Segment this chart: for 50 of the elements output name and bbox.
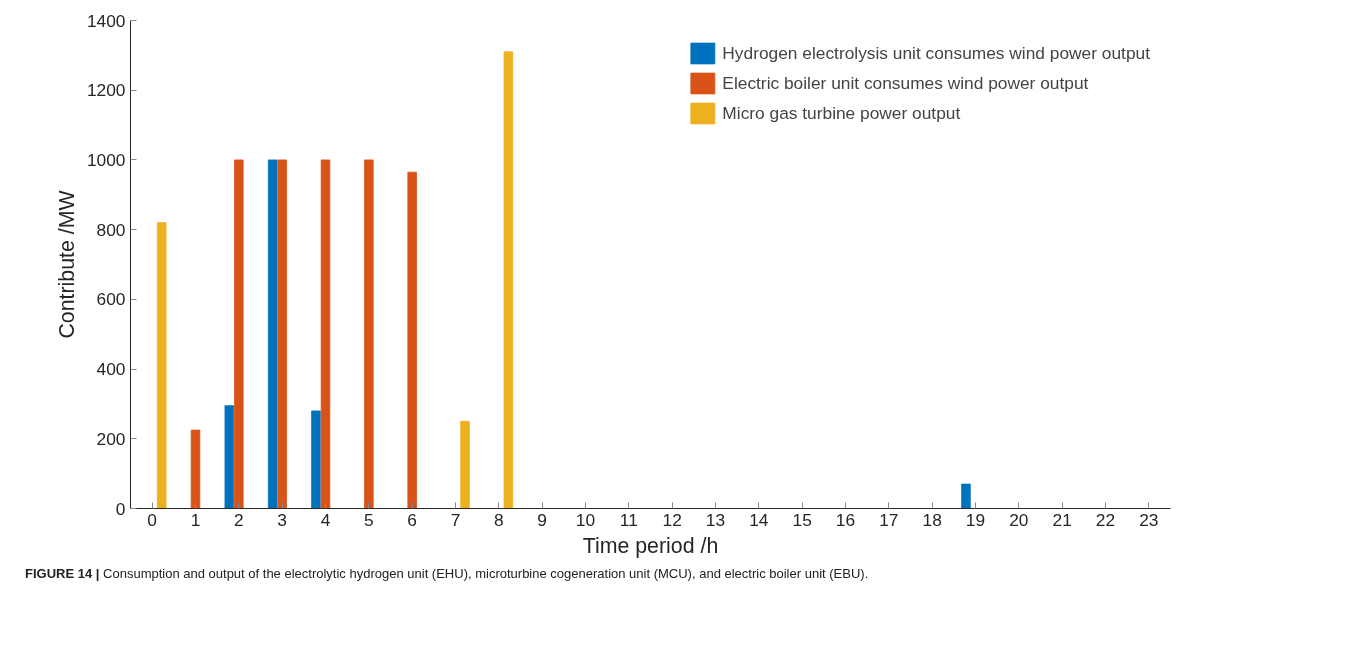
legend-label: Hydrogen electrolysis unit consumes wind power output — [722, 42, 1150, 64]
x-tick-label: 2 — [234, 509, 244, 530]
x-tick-label: 19 — [965, 509, 986, 530]
bar — [267, 159, 278, 509]
x-tick-label: 12 — [662, 509, 682, 530]
x-tick-label: 10 — [575, 509, 596, 530]
x-tick-label: 8 — [494, 509, 504, 530]
legend-label: Micro gas turbine power output — [722, 102, 961, 124]
bar — [234, 159, 244, 509]
bar — [156, 222, 167, 509]
x-tick-label: 20 — [1009, 509, 1029, 530]
y-tick-label: 400 — [96, 359, 126, 380]
y-tick-label: 1200 — [86, 80, 126, 101]
x-tick-label: 6 — [407, 509, 417, 530]
bar — [961, 483, 971, 509]
bar — [407, 171, 417, 509]
x-tick-label: 9 — [537, 509, 547, 530]
bar — [190, 429, 201, 509]
bar — [460, 420, 470, 509]
x-tick-label: 22 — [1095, 509, 1116, 530]
y-axis-title: Contribute /MW — [54, 189, 79, 339]
bar — [224, 405, 235, 509]
y-tick-label: 800 — [96, 219, 126, 240]
x-tick-label: 14 — [749, 509, 769, 530]
legend-label: Electric boiler unit consumes wind power output — [722, 72, 1089, 94]
x-tick-label: 18 — [922, 509, 942, 530]
y-tick-label: 200 — [96, 428, 126, 449]
bar — [364, 159, 374, 509]
bar — [277, 159, 287, 509]
x-tick-label: 21 — [1052, 509, 1072, 530]
y-tick-label: 600 — [96, 289, 126, 310]
x-tick-label: 13 — [705, 509, 726, 530]
bar — [320, 159, 331, 509]
x-tick-label: 5 — [364, 509, 374, 530]
x-tick-label: 3 — [277, 509, 287, 530]
x-tick-label: 17 — [879, 509, 899, 530]
bar — [503, 51, 514, 509]
x-tick-label: 23 — [1139, 509, 1159, 530]
x-tick-label: 0 — [147, 509, 157, 530]
y-tick-label: 1000 — [86, 149, 126, 170]
x-tick-label: 16 — [835, 509, 856, 530]
y-tick-label: 1400 — [86, 10, 126, 31]
x-tick-label: 11 — [619, 509, 638, 530]
x-tick-label: 1 — [190, 509, 201, 530]
x-tick-label: 4 — [320, 509, 331, 530]
x-tick-label: 15 — [792, 509, 812, 530]
bar — [311, 410, 321, 509]
x-tick-label: 7 — [450, 509, 461, 530]
caption: FIGURE 14 | Consumption and output of the electrolytic hydrogen unit (EHU), microturbine cogeneration unit (MCU), and electric boiler unit (EBU). — [25, 565, 869, 583]
x-axis-title: Time period /h — [582, 533, 719, 558]
